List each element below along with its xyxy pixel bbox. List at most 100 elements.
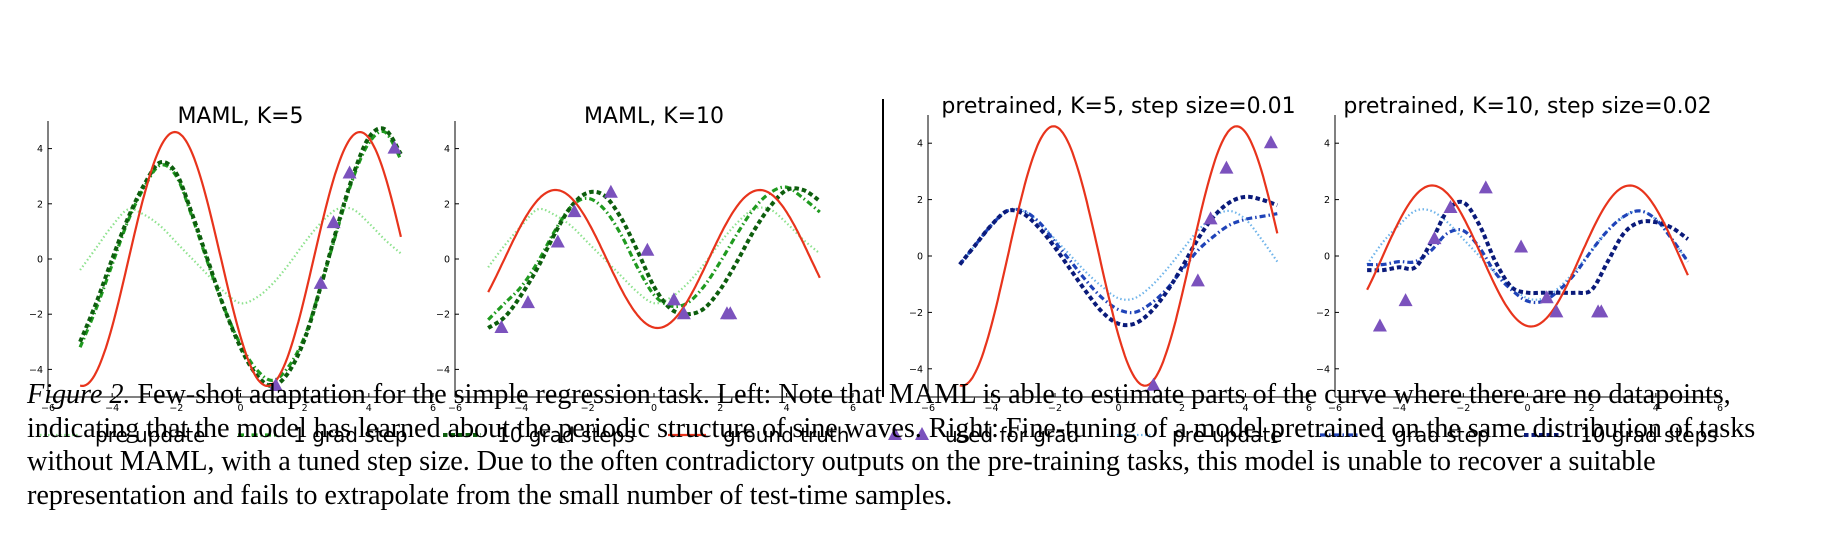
grad-point-marker bbox=[1539, 290, 1554, 304]
grad-point-marker bbox=[550, 234, 565, 248]
series-maml_pre-line bbox=[487, 206, 821, 305]
legend-label: 1 grad step bbox=[293, 423, 408, 447]
legend: pre-update 1 grad step 10 grad steps ground… bbox=[40, 423, 1718, 447]
chart-panel-1: MAML, K=5 −6 −4 −2 0 2 4 6 −4 −2 0 2 4 bbox=[29, 104, 436, 414]
x-tick-label: −6 bbox=[921, 403, 935, 414]
legend-item: 1 grad step bbox=[238, 423, 408, 447]
x-tick-label: 4 bbox=[366, 403, 372, 414]
grad-point-marker bbox=[1594, 304, 1609, 318]
grad-point-marker bbox=[520, 295, 535, 309]
x-tick-label: −2 bbox=[1048, 403, 1062, 414]
legend-label: 1 grad step bbox=[1375, 423, 1490, 447]
x-tick-label: 0 bbox=[1524, 403, 1530, 414]
grad-point-marker bbox=[1219, 160, 1234, 174]
grad-point-marker bbox=[1443, 200, 1458, 214]
legend-item: pre-update bbox=[1117, 423, 1282, 447]
y-tick-label: −2 bbox=[436, 310, 450, 321]
grad-point-marker bbox=[1146, 377, 1161, 391]
grad-point-marker bbox=[1549, 304, 1564, 318]
series-truth-line bbox=[959, 125, 1279, 387]
x-tick-label: 4 bbox=[1242, 403, 1248, 414]
x-tick-label: 6 bbox=[1717, 403, 1723, 414]
y-tick-label: −4 bbox=[29, 365, 43, 376]
legend-item: 10 grad steps bbox=[443, 423, 635, 447]
grad-point-marker bbox=[326, 215, 341, 229]
caption-figure-label: Figure 2. bbox=[27, 379, 131, 410]
legend-label: 10 grad steps bbox=[1580, 423, 1718, 447]
grad-point-marker bbox=[1263, 135, 1278, 149]
grad-point-marker bbox=[567, 204, 582, 218]
series-pt_10-line bbox=[958, 194, 1278, 328]
x-tick-label: 0 bbox=[1115, 403, 1121, 414]
legend-item: 1 grad step bbox=[1320, 423, 1490, 447]
y-tick-label: 0 bbox=[444, 255, 450, 266]
x-tick-label: 2 bbox=[1179, 403, 1185, 414]
series-maml_10-line bbox=[487, 186, 821, 330]
x-tick-label: 0 bbox=[237, 403, 243, 414]
x-tick-label: −4 bbox=[984, 403, 998, 414]
x-tick-label: 2 bbox=[1589, 403, 1595, 414]
series-maml_1-line bbox=[487, 185, 821, 321]
legend-item: pre-update bbox=[40, 423, 205, 447]
figure-caption: Figure 2. Few-shot adaptation for the si… bbox=[27, 378, 1807, 512]
legend-label: pre-update bbox=[95, 423, 205, 447]
legend-item: ground truth bbox=[668, 423, 849, 447]
chart-title: MAML, K=5 bbox=[177, 104, 303, 129]
y-tick-label: 2 bbox=[37, 199, 43, 210]
y-tick-label: 4 bbox=[444, 144, 450, 155]
x-tick-label: −2 bbox=[1456, 403, 1470, 414]
chart-panel-2: MAML, K=10 −6 −4 −2 0 2 4 6 −4 −2 0 2 4 bbox=[436, 104, 856, 414]
y-tick-label: 4 bbox=[1324, 139, 1330, 150]
x-tick-label: −4 bbox=[514, 403, 528, 414]
grad-point-marker bbox=[676, 306, 691, 320]
x-tick-label: −6 bbox=[448, 403, 462, 414]
x-tick-label: 2 bbox=[717, 403, 723, 414]
caption-text: Few-shot adaptation for the simple regre… bbox=[27, 379, 1756, 511]
series-truth-line bbox=[79, 130, 402, 387]
grad-point-marker bbox=[1514, 239, 1529, 253]
x-tick-label: 4 bbox=[784, 403, 790, 414]
grad-point-marker bbox=[1190, 273, 1205, 287]
grad-point-marker bbox=[342, 165, 357, 179]
y-tick-label: −2 bbox=[1316, 308, 1330, 319]
series-pt_1-line bbox=[1367, 209, 1690, 305]
grad-point-marker bbox=[1478, 180, 1493, 194]
series-pt_pre-line bbox=[1366, 208, 1689, 301]
legend-marker-icon bbox=[888, 427, 902, 440]
y-tick-label: −4 bbox=[1316, 364, 1330, 375]
y-tick-label: 0 bbox=[1324, 252, 1330, 263]
legend-label: pre-update bbox=[1172, 423, 1282, 447]
chart-panels: MAML, K=5 −6 −4 −2 0 2 4 6 −4 −2 0 2 4 MAML, K=10 −6 −4… bbox=[29, 94, 1723, 414]
x-tick-label: −2 bbox=[581, 403, 595, 414]
x-tick-label: 6 bbox=[430, 403, 436, 414]
series-pt_10-line bbox=[1367, 199, 1690, 296]
x-tick-label: 6 bbox=[1306, 403, 1312, 414]
x-tick-label: −4 bbox=[1392, 403, 1406, 414]
grad-point-marker bbox=[1372, 318, 1387, 332]
grad-point-marker bbox=[666, 292, 681, 306]
chart-panel-3: pretrained, K=5, step size=0.01 −6 −4 −2 0 2 4… bbox=[909, 94, 1312, 414]
grad-point-marker bbox=[387, 140, 402, 154]
grad-point-marker bbox=[1398, 293, 1413, 307]
y-tick-label: 2 bbox=[917, 195, 923, 206]
x-tick-label: −4 bbox=[105, 403, 119, 414]
y-tick-label: 4 bbox=[37, 144, 43, 155]
x-tick-label: 0 bbox=[651, 403, 657, 414]
grad-point-marker bbox=[313, 275, 328, 289]
y-tick-label: 2 bbox=[1324, 195, 1330, 206]
series-maml_10-line bbox=[78, 126, 403, 388]
grad-point-marker bbox=[723, 306, 738, 320]
legend-label: 10 grad steps bbox=[497, 423, 635, 447]
legend-label: used for grad bbox=[945, 423, 1079, 447]
y-tick-label: −2 bbox=[29, 310, 43, 321]
x-tick-label: 6 bbox=[850, 403, 856, 414]
x-tick-label: −6 bbox=[41, 403, 55, 414]
y-tick-label: −4 bbox=[436, 365, 450, 376]
y-tick-label: 0 bbox=[37, 255, 43, 266]
series-truth-line bbox=[1366, 184, 1689, 328]
y-tick-label: 2 bbox=[444, 199, 450, 210]
chart-title: pretrained, K=5, step size=0.01 bbox=[941, 94, 1295, 119]
y-tick-label: −4 bbox=[909, 364, 923, 375]
grad-point-marker bbox=[640, 242, 655, 256]
